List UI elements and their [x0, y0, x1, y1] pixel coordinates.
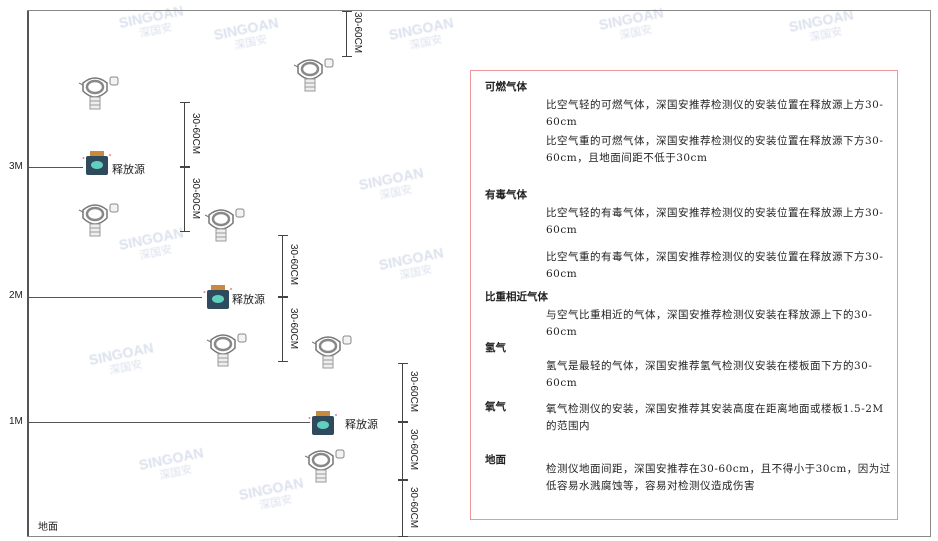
recommendation-text: 比空气轻的有毒气体，深国安推荐检测仪的安装位置在释放源上方30-60cm [546, 207, 884, 236]
recommendation-text: 氢气是最轻的气体，深国安推荐氢气检测仪安装在楼板面下方的30-60cm [546, 360, 873, 389]
dimension-label: 30-60CM [288, 307, 299, 349]
dimension-label: 30-60CM [408, 429, 419, 471]
release-source-icon [203, 284, 233, 310]
recommendation-text: 检测仪地面间距，深国安推荐在30-60cm，且不得小于30cm，因为过低容易水溅… [546, 463, 891, 492]
level-2m-label: 2M [9, 290, 23, 301]
dimension-label: 30-60CM [190, 112, 201, 154]
right-wall-line [930, 10, 931, 537]
dimension-line [398, 363, 408, 422]
recommendation-panel: 可燃气体比空气轻的可燃气体，深国安推荐检测仪的安装位置在释放源上方30-60cm… [470, 70, 898, 520]
gas-detector-icon [292, 55, 334, 95]
gas-type-heading: 比重相近气体 [485, 291, 548, 303]
recommendation-text: 氧气检测仪的安装，深国安推荐其安装高度在距离地面或楼板1.5-2M的范围内 [546, 403, 884, 432]
gas-detector-icon [303, 446, 345, 486]
gas-detector-icon [203, 205, 245, 245]
recommendation-text: 与空气比重相近的气体，深国安推荐检测仪安装在释放源上下的30-60cm [546, 309, 873, 338]
dimension-line [342, 11, 352, 57]
gas-detector-icon [77, 73, 119, 113]
gas-detector-icon [205, 330, 247, 370]
gas-type-heading: 地面 [485, 454, 506, 466]
gas-type-heading: 有毒气体 [485, 189, 527, 201]
floor-line [27, 536, 931, 537]
dimension-line [180, 102, 190, 167]
level-3m-label: 3M [9, 161, 23, 172]
level-1m-line [27, 422, 310, 423]
ceiling-line [27, 10, 931, 11]
dimension-line [398, 422, 408, 480]
dimension-line [180, 167, 190, 232]
dimension-label: 30-60CM [288, 244, 299, 286]
gas-type-heading: 氢气 [485, 342, 506, 354]
level-3m-line [27, 167, 83, 168]
gas-detector-icon [77, 200, 119, 240]
level-1m-label: 1M [9, 416, 23, 427]
release-source-icon [308, 410, 338, 436]
recommendation-text: 比空气轻的可燃气体，深国安推荐检测仪的安装位置在释放源上方30-60cm [546, 99, 884, 128]
release-source-icon [82, 150, 112, 176]
dimension-line [278, 297, 288, 362]
dimension-label: 30-60CM [190, 177, 201, 219]
dimension-label: 30-60CM [408, 370, 419, 412]
left-wall-line [27, 10, 29, 537]
recommendation-text: 比空气重的有毒气体，深国安推荐检测仪的安装位置在释放源下方30-60cm [546, 251, 884, 280]
release-source-label: 释放源 [112, 163, 145, 176]
release-source-label: 释放源 [232, 293, 265, 306]
gas-detector-icon [310, 332, 352, 372]
dimension-label: 30-60CM [352, 12, 363, 54]
gas-type-heading: 可燃气体 [485, 81, 527, 93]
level-2m-line [27, 297, 202, 298]
dimension-label: 30-60CM [408, 486, 419, 528]
release-source-label: 释放源 [345, 418, 378, 431]
dimension-line [398, 480, 408, 537]
gas-type-heading: 氧气 [485, 401, 506, 413]
ground-label: 地面 [38, 522, 58, 533]
dimension-line [278, 235, 288, 297]
recommendation-text: 比空气重的可燃气体，深国安推荐检测仪的安装位置在释放源下方30-60cm，且地面… [546, 135, 884, 164]
